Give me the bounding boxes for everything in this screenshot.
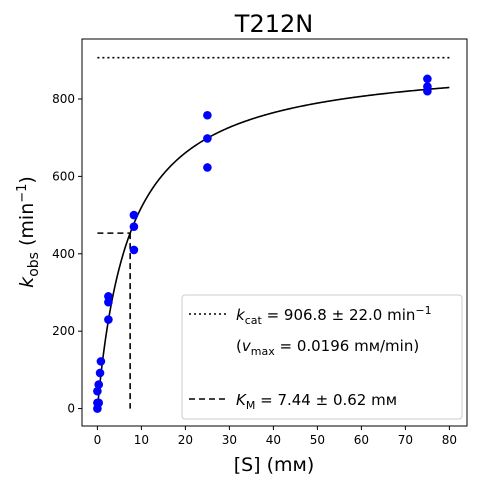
x-tick-label: 30 bbox=[222, 433, 237, 447]
y-tick-label: 600 bbox=[52, 169, 75, 183]
x-tick-label: 50 bbox=[310, 433, 325, 447]
x-axis-label: [S] (mм) bbox=[234, 454, 315, 476]
legend-kcat-label: kcat = 906.8 ± 22.0 min−1 bbox=[236, 304, 432, 327]
data-point bbox=[203, 163, 212, 172]
data-point bbox=[423, 74, 432, 84]
data-point bbox=[94, 398, 104, 408]
plot-area bbox=[93, 56, 450, 413]
legend-vmax-label: (vmax = 0.0196 mм/min) bbox=[236, 337, 419, 358]
plot-series bbox=[93, 56, 450, 413]
x-tick-label: 40 bbox=[266, 433, 281, 447]
x-tick-label: 0 bbox=[94, 433, 102, 447]
y-tick-label: 400 bbox=[52, 247, 75, 261]
y-tick-label: 200 bbox=[52, 324, 75, 338]
data-point bbox=[104, 297, 113, 307]
data-point bbox=[129, 210, 139, 220]
x-tick-label: 60 bbox=[354, 433, 369, 447]
data-point bbox=[129, 245, 139, 255]
legend-box bbox=[181, 294, 463, 420]
data-point bbox=[203, 110, 212, 120]
data-point bbox=[94, 380, 104, 389]
data-point bbox=[96, 357, 106, 366]
y-axis-label: kobs (min−1) bbox=[15, 176, 42, 288]
data-point bbox=[93, 386, 102, 396]
x-tick-label: 70 bbox=[398, 433, 413, 447]
chart-title: T212N bbox=[234, 10, 313, 38]
data-point bbox=[129, 222, 139, 231]
data-point bbox=[203, 134, 212, 143]
fit-curve bbox=[96, 86, 450, 409]
plot-frame bbox=[81, 38, 468, 427]
legend: kcat = 906.8 ± 22.0 min−1 (vmax = 0.0196 … bbox=[181, 294, 463, 420]
x-tick-label: 20 bbox=[178, 433, 193, 447]
data-point bbox=[95, 368, 105, 378]
x-tick-label: 10 bbox=[134, 433, 149, 447]
y-axis-label-text: kobs (min−1) bbox=[15, 176, 42, 288]
data-point bbox=[104, 315, 113, 324]
legend-km-label: KM = 7.44 ± 0.62 mм bbox=[236, 391, 397, 412]
y-tick-label: 800 bbox=[52, 92, 75, 106]
data-point bbox=[423, 86, 432, 96]
x-tick-label: 80 bbox=[442, 433, 457, 447]
y-tick-label: 0 bbox=[67, 402, 75, 416]
